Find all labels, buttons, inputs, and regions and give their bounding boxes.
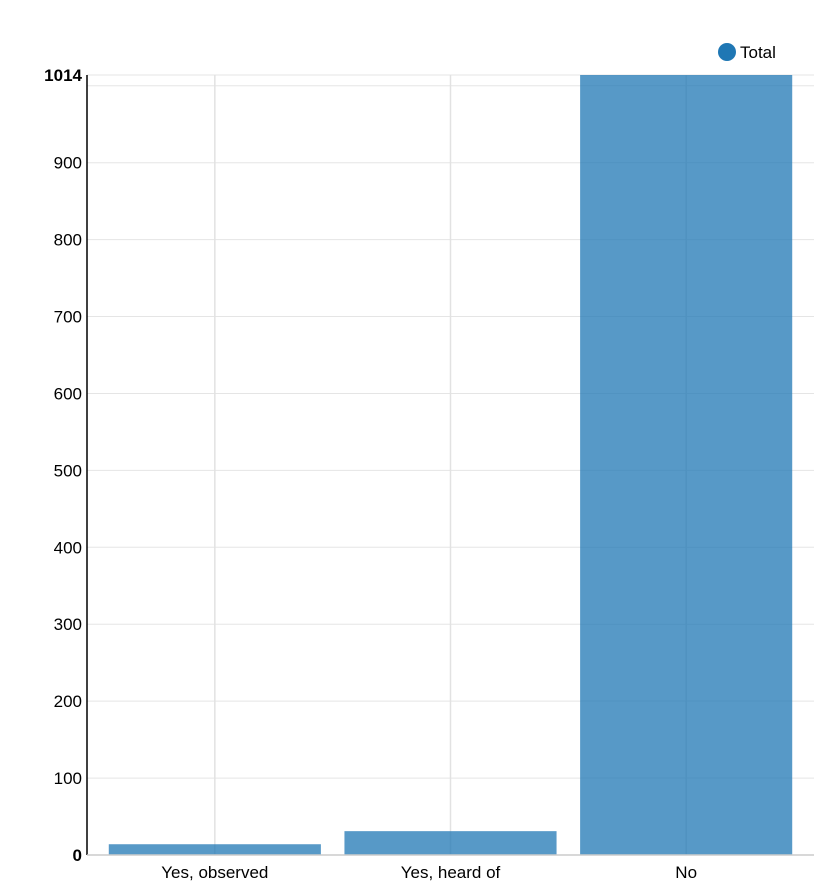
- legend[interactable]: Total: [718, 43, 776, 62]
- bars: [108, 75, 793, 855]
- axes: 0 100 200 300 400 500 600 700 800 900 1014 Yes, obs…: [44, 66, 814, 882]
- x-tick-label: Yes, heard of: [401, 863, 501, 882]
- y-tick-label: 100: [54, 769, 82, 788]
- legend-swatch-icon[interactable]: [718, 43, 736, 61]
- y-tick-label: 900: [54, 154, 82, 173]
- y-tick-label: 1014: [44, 66, 82, 85]
- x-tick-label: Yes, observed: [161, 863, 268, 882]
- bar-yes-heard-of[interactable]: [344, 831, 557, 855]
- y-tick-label: 300: [54, 615, 82, 634]
- y-tick-label: 600: [54, 384, 82, 403]
- y-tick-label: 800: [54, 231, 82, 250]
- y-tick-label: 400: [54, 538, 82, 557]
- bar-yes-observed[interactable]: [108, 844, 321, 855]
- y-tick-label: 200: [54, 692, 82, 711]
- y-tick-label: 700: [54, 308, 82, 327]
- bar-no[interactable]: [580, 75, 793, 855]
- legend-label[interactable]: Total: [740, 43, 776, 62]
- x-tick-label: No: [675, 863, 697, 882]
- y-tick-label: 500: [54, 461, 82, 480]
- y-tick-label: 0: [73, 846, 82, 865]
